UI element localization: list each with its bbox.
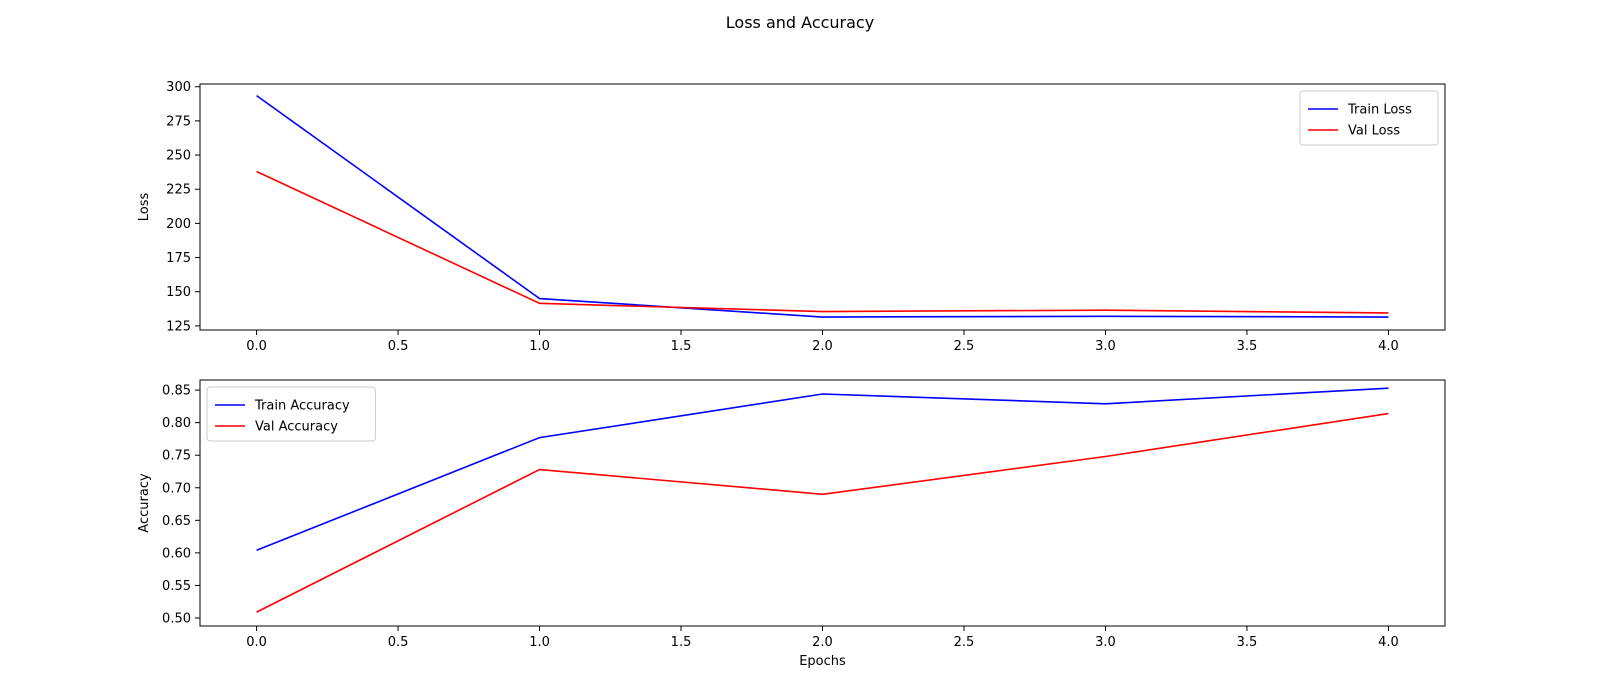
loss-y-tick-label: 125 — [166, 319, 191, 334]
accuracy-legend-label-val-accuracy: Val Accuracy — [255, 420, 338, 435]
accuracy-y-tick-label: 0.80 — [162, 416, 191, 431]
loss-y-tick-label: 225 — [166, 183, 191, 198]
loss-x-tick-label: 3.0 — [1095, 339, 1116, 354]
accuracy-x-tick-label: 1.0 — [529, 635, 550, 650]
loss-legend-label-val-loss: Val Loss — [1348, 124, 1400, 139]
accuracy-y-tick-label: 0.50 — [162, 611, 191, 626]
accuracy-legend-box — [206, 386, 376, 442]
accuracy-x-tick-label: 0.5 — [388, 635, 409, 650]
accuracy-x-tick-label: 0.0 — [246, 635, 267, 650]
loss-x-tick-label: 1.5 — [671, 339, 692, 354]
accuracy-y-tick-label: 0.85 — [162, 384, 191, 399]
accuracy-x-tick-label: 3.5 — [1237, 635, 1258, 650]
accuracy-x-tick-label: 2.5 — [954, 635, 975, 650]
accuracy-x-tick-label: 3.0 — [1095, 635, 1116, 650]
loss-legend: Train Loss Val Loss — [1299, 90, 1439, 146]
accuracy-y-axis-label: Accuracy — [137, 473, 152, 533]
accuracy-legend: Train Accuracy Val Accuracy — [206, 386, 376, 442]
accuracy-y-tick-label: 0.55 — [162, 579, 191, 594]
loss-x-tick-label: 4.0 — [1378, 339, 1399, 354]
loss-series-train-loss — [256, 94, 1389, 318]
accuracy-series-train-accuracy — [256, 387, 1389, 552]
loss-panel: 0.0 0.5 1.0 1.5 2.0 2.5 3.0 3.5 4.0 125 150 175 200 2… — [137, 80, 1446, 354]
loss-x-tick-label: 1.0 — [529, 339, 550, 354]
loss-y-tick-label: 300 — [166, 80, 191, 95]
accuracy-x-tick-label: 2.0 — [812, 635, 833, 650]
loss-x-tick-label: 0.5 — [388, 339, 409, 354]
accuracy-panel: 0.0 0.5 1.0 1.5 2.0 2.5 3.0 3.5 4.0 0.50 0.55 0.60 0… — [137, 379, 1446, 669]
loss-y-tick-label: 200 — [166, 217, 191, 232]
accuracy-y-tick-label: 0.75 — [162, 449, 191, 464]
loss-x-tick-label: 3.5 — [1237, 339, 1258, 354]
loss-y-tick-label: 250 — [166, 149, 191, 164]
loss-legend-box — [1299, 90, 1439, 146]
accuracy-legend-label-train-accuracy: Train Accuracy — [254, 399, 350, 414]
accuracy-x-tick-label: 4.0 — [1378, 635, 1399, 650]
loss-y-tick-label: 175 — [166, 251, 191, 266]
accuracy-y-tick-label: 0.70 — [162, 481, 191, 496]
loss-legend-label-train-loss: Train Loss — [1347, 103, 1412, 118]
loss-x-tick-label: 2.0 — [812, 339, 833, 354]
accuracy-y-tick-label: 0.60 — [162, 546, 191, 561]
accuracy-x-tick-label: 1.5 — [671, 635, 692, 650]
accuracy-series-val-accuracy — [256, 412, 1389, 613]
loss-series-val-loss — [256, 170, 1389, 314]
loss-y-axis-label: Loss — [137, 193, 152, 222]
loss-x-tick-label: 0.0 — [246, 339, 267, 354]
loss-y-tick-label: 275 — [166, 114, 191, 129]
accuracy-x-axis-label: Epochs — [799, 654, 846, 669]
loss-y-tick-label: 150 — [166, 285, 191, 300]
loss-x-tick-label: 2.5 — [954, 339, 975, 354]
accuracy-y-tick-label: 0.65 — [162, 514, 191, 529]
figure-title: Loss and Accuracy — [726, 13, 874, 32]
